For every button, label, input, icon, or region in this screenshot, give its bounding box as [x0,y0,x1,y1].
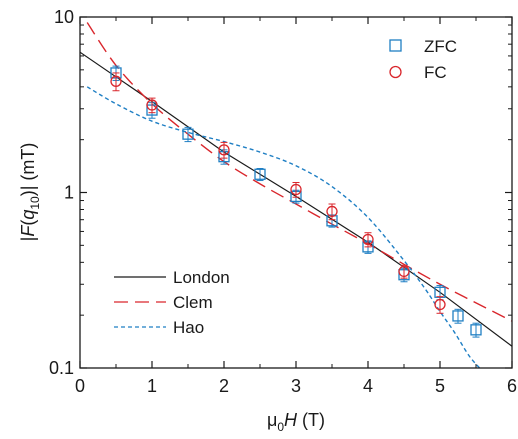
fc-data-point [290,183,302,196]
fc-data-point [434,298,446,311]
zfc-data-point [470,324,482,336]
x-tick-label: 0 [75,376,85,396]
marker-series-layer [110,65,482,338]
x-tick-label: 6 [507,376,517,396]
fc-data-point [218,144,230,156]
axis-ticks: 0 1 2 3 4 5 6 0.1 1 10 [49,7,517,396]
legend-zfc-square-icon [389,39,402,52]
y-axis-label: |F(q10)| (mT) [18,143,42,242]
series-line-hao [86,86,481,368]
line-legend: London Clem Hao [114,268,230,337]
zfc-data-point [452,310,464,322]
y-tick-label: 0.1 [49,358,74,378]
x-tick-label: 1 [147,376,157,396]
x-tick-label: 4 [363,376,373,396]
fc-data-point [326,205,338,218]
legend-zfc-label: ZFC [424,37,457,56]
series-line-clem [86,22,512,322]
x-tick-label: 3 [291,376,301,396]
x-tick-label: 2 [219,376,229,396]
legend-fc-circle-icon [389,65,402,79]
fc-data-point [110,75,122,87]
legend-fc-label: FC [424,63,447,82]
x-tick-label: 5 [435,376,445,396]
legend-hao-label: Hao [173,318,204,337]
legend-clem-label: Clem [173,293,213,312]
y-tick-label: 1 [64,183,74,203]
fc-data-point [398,265,410,278]
zfc-data-point [182,128,194,140]
fc-data-point [146,99,158,111]
zfc-data-point [254,168,266,180]
x-axis-label: μ0H (T) [267,410,325,434]
legend-london-label: London [173,268,230,287]
y-tick-label: 10 [54,7,74,27]
marker-legend: ZFC FC [389,37,457,82]
fc-data-point [362,233,374,246]
